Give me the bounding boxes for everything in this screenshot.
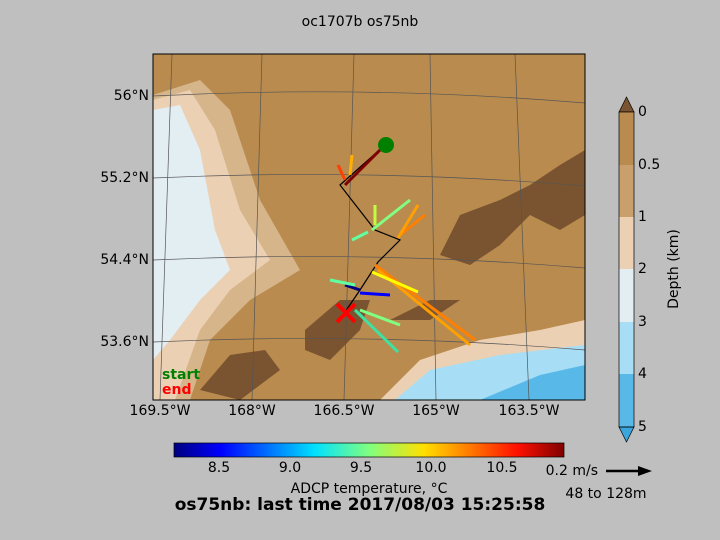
map: start end xyxy=(153,54,585,400)
map-frame xyxy=(152,53,586,401)
depth-tick: 1 xyxy=(638,209,647,225)
basin xyxy=(153,105,230,360)
velocity-vectors xyxy=(329,148,476,354)
pacific-abyss xyxy=(480,365,585,400)
lat-label: 56°N xyxy=(114,88,149,104)
lat-label: 53.6°N xyxy=(100,334,149,350)
temperature-colorbar: 8.5 9.0 9.5 10.0 10.5 ADCP temperature, … xyxy=(173,442,565,497)
lon-label: 165°W xyxy=(412,403,460,419)
figure-title: oc1707b os75nb xyxy=(302,14,419,30)
depth-tick: 4 xyxy=(638,366,647,382)
lon-label: 163.5°W xyxy=(499,403,560,419)
lon-label: 166.5°W xyxy=(314,403,375,419)
island xyxy=(440,150,585,265)
depth-label: Depth (km) xyxy=(666,229,682,309)
depth-tick: 0.5 xyxy=(638,157,660,173)
lon-labels: 169.5°W 168°W 166.5°W 165°W 163.5°W xyxy=(130,403,560,419)
end-marker xyxy=(335,302,357,324)
depth-tick: 5 xyxy=(638,419,647,435)
lon-label: 168°W xyxy=(228,403,276,419)
temp-tick: 8.5 xyxy=(208,460,230,476)
temp-label: ADCP temperature, °C xyxy=(291,481,448,497)
temp-tick: 10.5 xyxy=(486,460,517,476)
scale-depth: 48 to 128m xyxy=(565,486,646,502)
lat-label: 54.4°N xyxy=(100,252,149,268)
legend-start: start xyxy=(162,367,200,383)
temp-tick: 9.5 xyxy=(350,460,372,476)
depth-colorbar: 0 0.5 1 2 3 4 5 Depth (km) xyxy=(618,96,682,443)
lon-label: 169.5°W xyxy=(130,403,191,419)
scale-key: 0.2 m/s 48 to 128m xyxy=(546,463,652,502)
footer: os75nb: last time 2017/08/03 15:25:58 xyxy=(175,495,546,515)
lat-labels: 56°N 55.2°N 54.4°N 53.6°N xyxy=(100,88,149,350)
depth-tick: 2 xyxy=(638,261,647,277)
scale-speed: 0.2 m/s xyxy=(546,463,598,479)
depth-tick: 0 xyxy=(638,104,647,120)
temp-tick: 9.0 xyxy=(279,460,301,476)
legend-end: end xyxy=(162,382,191,398)
graticule xyxy=(153,54,585,400)
lat-label: 55.2°N xyxy=(100,170,149,186)
start-marker xyxy=(378,137,394,153)
temp-tick: 10.0 xyxy=(415,460,446,476)
island xyxy=(200,350,280,400)
island xyxy=(305,300,370,360)
depth-tick: 3 xyxy=(638,314,647,330)
